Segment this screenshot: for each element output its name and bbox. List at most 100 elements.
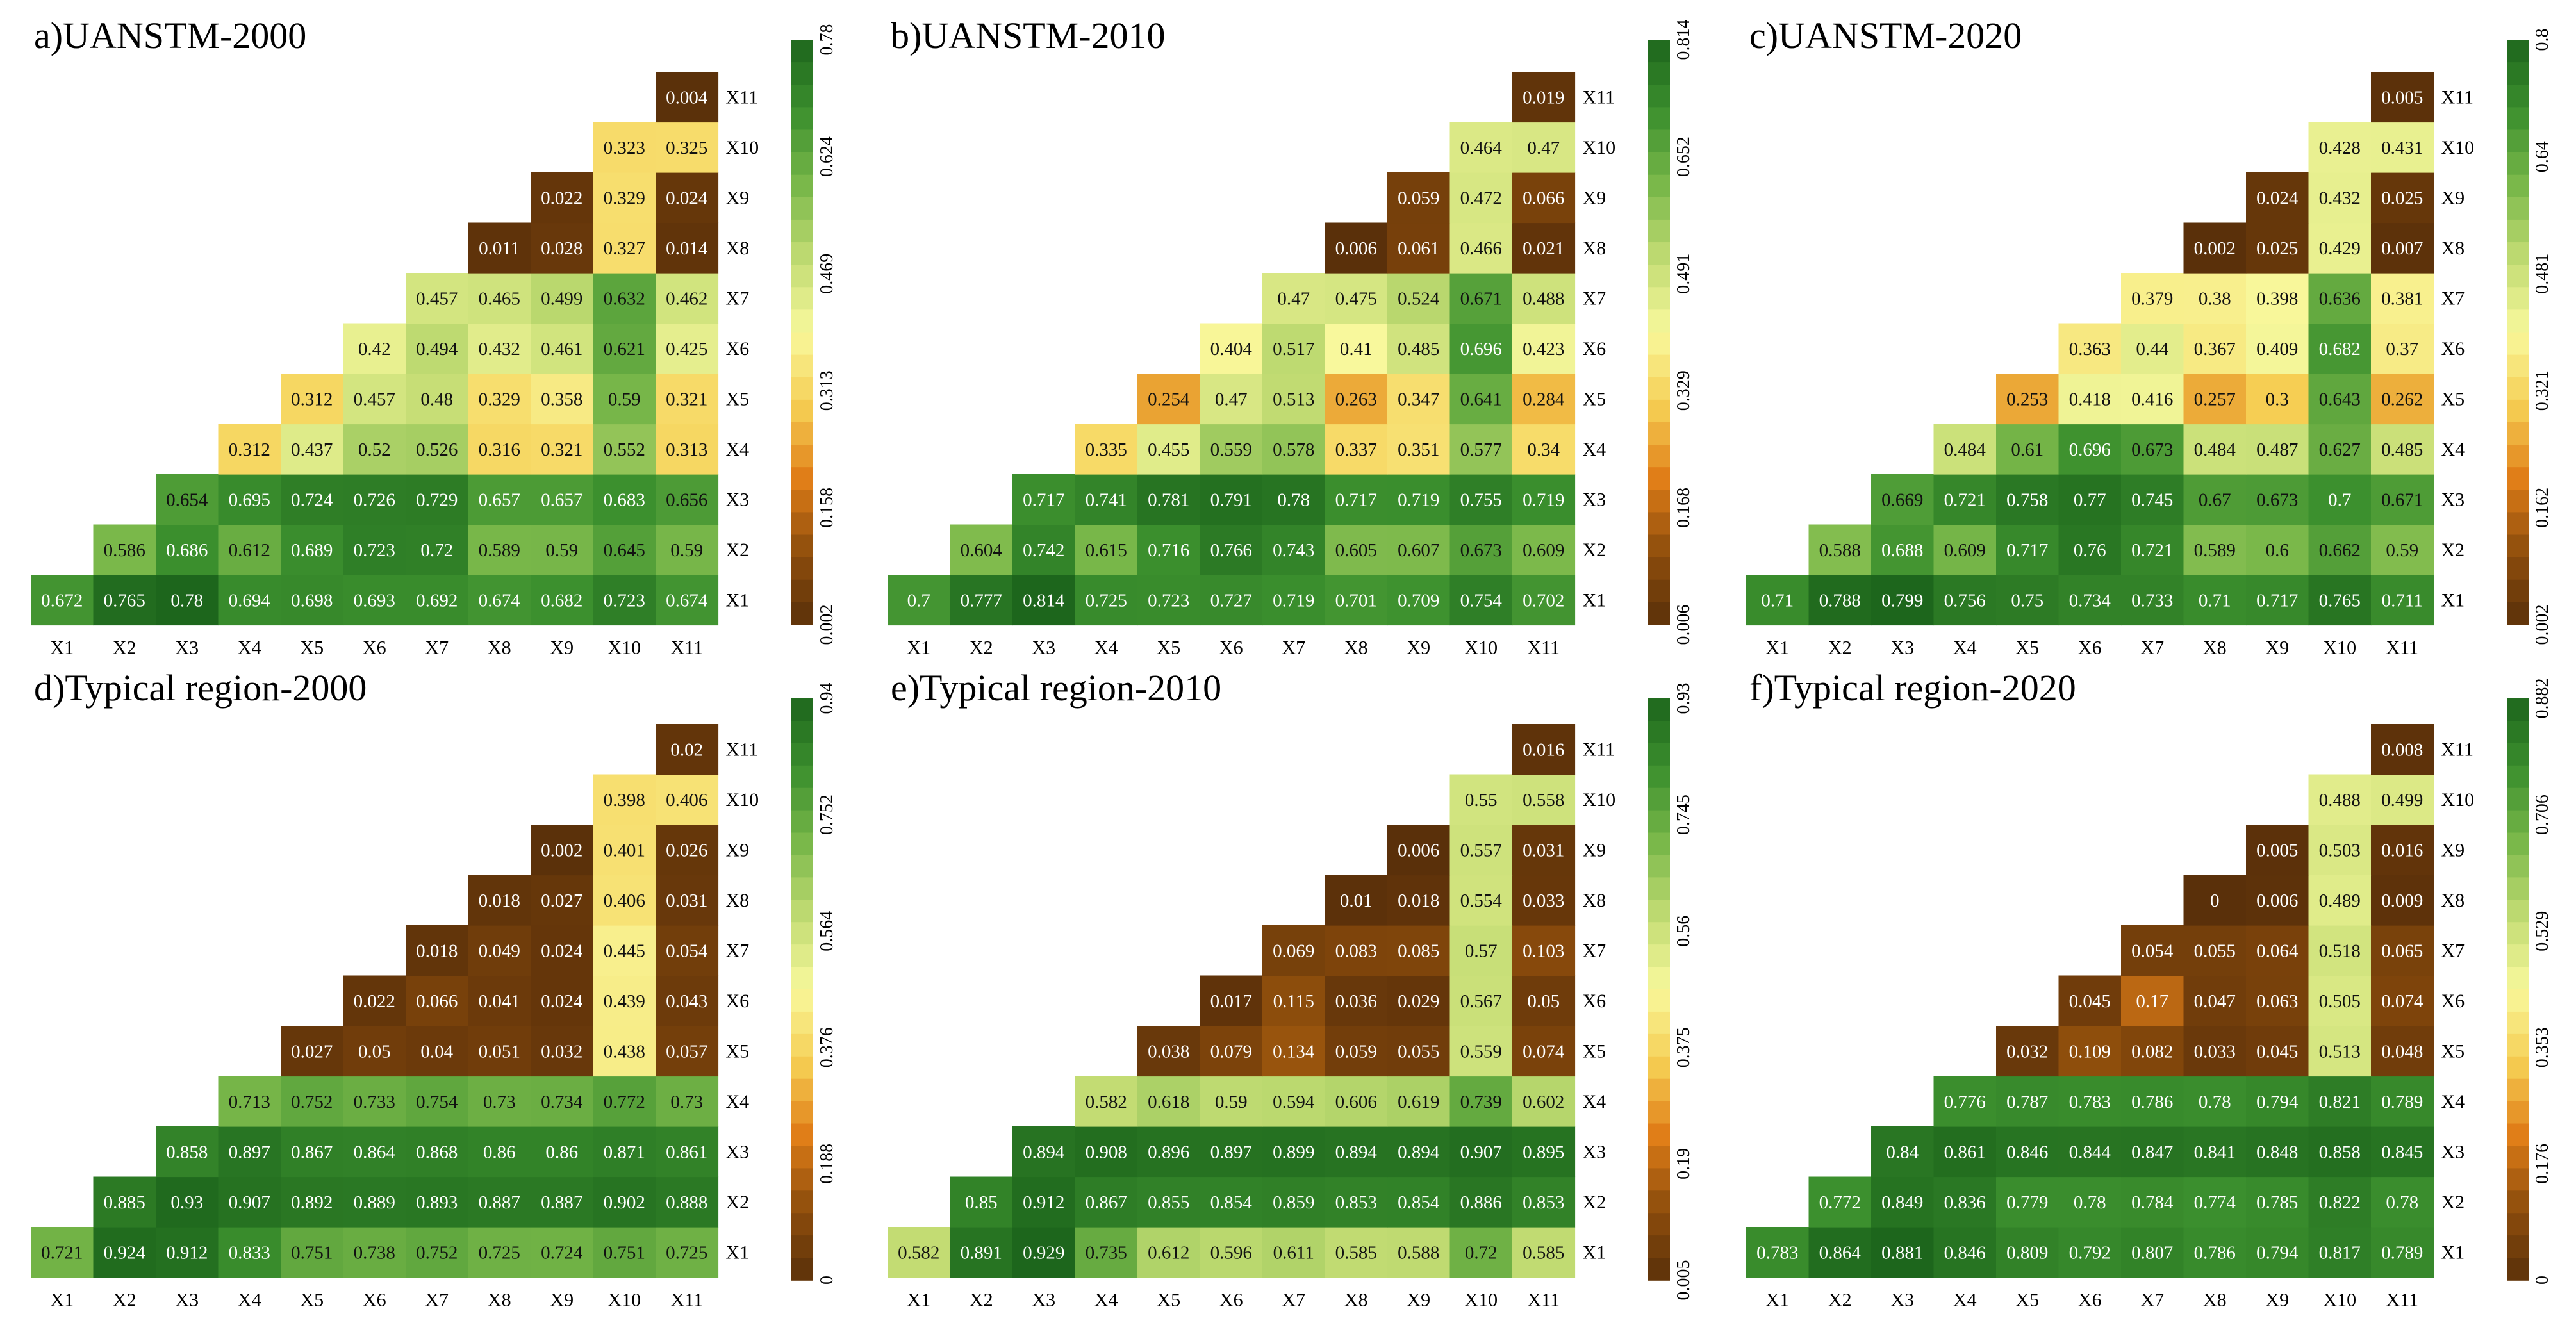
cell-value-label: 0.083 (1335, 941, 1377, 961)
cell-value-label: 0.024 (2256, 188, 2299, 208)
heatmap-cell (593, 1227, 656, 1278)
cell-value-label: 0.716 (1148, 540, 1189, 561)
heatmap-cell (1262, 1026, 1326, 1077)
cell-value-label: 0.582 (1086, 1092, 1127, 1112)
colorbar-segment (2507, 743, 2529, 766)
heatmap-cell (1512, 1076, 1576, 1127)
cell-value-label: 0.049 (479, 941, 520, 961)
cell-value-label: 0.849 (1881, 1192, 1923, 1213)
y-tick-label: X11 (726, 86, 759, 108)
cell-value-label: 0.892 (291, 1192, 333, 1213)
cell-value-label: 0.065 (2381, 941, 2423, 961)
colorbar-segment (1648, 534, 1670, 558)
cell-value-label: 0.814 (1023, 590, 1065, 611)
x-tick-label: X9 (550, 638, 574, 659)
heatmap-cell (1996, 1126, 2060, 1178)
heatmap-cell (468, 323, 531, 374)
heatmap-cell (950, 575, 1013, 626)
colorbar-segment (791, 512, 813, 536)
heatmap-cell (531, 575, 594, 626)
cell-value-label: 0.036 (1335, 991, 1377, 1012)
heatmap-cell (656, 1176, 719, 1228)
colorbar-segment (791, 354, 813, 378)
cell-value-label: 0.853 (1335, 1192, 1377, 1213)
heatmap-cell (2371, 975, 2434, 1026)
heatmap-cell (1387, 975, 1451, 1026)
heatmap-cell (531, 925, 594, 976)
cell-value-label: 0.021 (1523, 238, 1564, 259)
heatmap-cell (2308, 323, 2372, 374)
cell-value-label: 0.641 (1460, 389, 1502, 409)
colorbar-segment (2507, 1011, 2529, 1035)
cell-value-label: 0.582 (898, 1242, 939, 1263)
colorbar-segment (2507, 989, 2529, 1012)
cell-value-label: 0.845 (2381, 1142, 2423, 1162)
cell-value-label: 0.729 (416, 490, 458, 510)
heatmap-cell (2058, 1076, 2122, 1127)
colorbar-segment (2507, 877, 2529, 901)
cell-value-label: 0.499 (541, 288, 582, 309)
heatmap-cell (2371, 774, 2434, 825)
heatmap-cell (593, 222, 656, 274)
cell-value-label: 0.807 (2131, 1242, 2173, 1263)
heatmap-cell (2183, 1176, 2247, 1228)
heatmap-cell (468, 1126, 531, 1178)
y-tick-label: X8 (1583, 890, 1606, 911)
y-tick-label: X1 (1583, 589, 1606, 611)
heatmap-panel-3: c)UANSTM-2020 0.71 0.788 0.799 0.756 0.75 0.73… (1746, 15, 2552, 659)
heatmap-cell (2246, 875, 2309, 926)
colorbar-segment (1648, 1235, 1670, 1258)
cell-value-label: 0.016 (2381, 840, 2423, 860)
heatmap-cell (2371, 72, 2434, 123)
colorbar-segment (2507, 219, 2529, 243)
colorbar-segment (2507, 698, 2529, 721)
y-tick-label: X9 (2441, 839, 2465, 860)
cell-value-label: 0.008 (2381, 739, 2423, 760)
cell-value-label: 0.67 (2199, 490, 2231, 510)
panel-title: e)Typical region-2010 (891, 667, 1221, 709)
cell-value-label: 0.329 (479, 389, 520, 409)
heatmap-cell (1325, 1076, 1388, 1127)
heatmap-cell (2183, 474, 2247, 525)
colorbar-tick-label: 0.162 (2532, 488, 2552, 528)
heatmap-cell (406, 1076, 469, 1127)
colorbar-segment (2507, 944, 2529, 967)
heatmap-cell (2371, 925, 2434, 976)
heatmap-cell (343, 1176, 406, 1228)
cell-value-label: 0.751 (291, 1242, 333, 1263)
x-tick-label: X10 (1464, 1290, 1498, 1311)
heatmap-cell (1387, 925, 1451, 976)
heatmap-cell (1387, 1026, 1451, 1077)
cell-value-label: 0.017 (1210, 991, 1252, 1012)
cell-value-label: 0.847 (2131, 1142, 2173, 1162)
cell-value-label: 0.55 (1465, 790, 1498, 811)
heatmap-panel-4: d)Typical region-2000 0.721 0.924 0.912 0.83… (31, 667, 837, 1311)
heatmap-cell (1200, 424, 1263, 475)
heatmap-cell (2058, 524, 2122, 575)
heatmap-cell (1996, 1227, 2060, 1278)
heatmap-cell (2371, 222, 2434, 274)
cell-value-label: 0.032 (541, 1041, 582, 1062)
colorbar-segment (1648, 377, 1670, 400)
heatmap-cell (1137, 474, 1201, 525)
cell-value-label: 0.752 (291, 1092, 333, 1112)
cell-value-label: 0.694 (229, 590, 271, 611)
cell-value-label: 0.054 (2131, 941, 2174, 961)
heatmap-cell (343, 1026, 406, 1077)
heatmap-cell (1012, 575, 1076, 626)
heatmap-cell (2371, 374, 2434, 425)
x-tick-label: X5 (300, 638, 324, 659)
x-tick-label: X8 (1344, 1290, 1368, 1311)
cell-value-label: 0.689 (291, 540, 333, 561)
x-tick-label: X6 (2078, 638, 2102, 659)
heatmap-cell (1512, 1227, 1576, 1278)
x-tick-label: X10 (2323, 1290, 2356, 1311)
cell-value-label: 0.34 (1527, 440, 1560, 460)
cell-value-label: 0.499 (2381, 790, 2423, 811)
cell-value-label: 0.103 (1523, 941, 1564, 961)
heatmap-cell (343, 424, 406, 475)
heatmap-cell (468, 575, 531, 626)
cell-value-label: 0.404 (1210, 339, 1253, 359)
cell-value-label: 0.645 (604, 540, 645, 561)
